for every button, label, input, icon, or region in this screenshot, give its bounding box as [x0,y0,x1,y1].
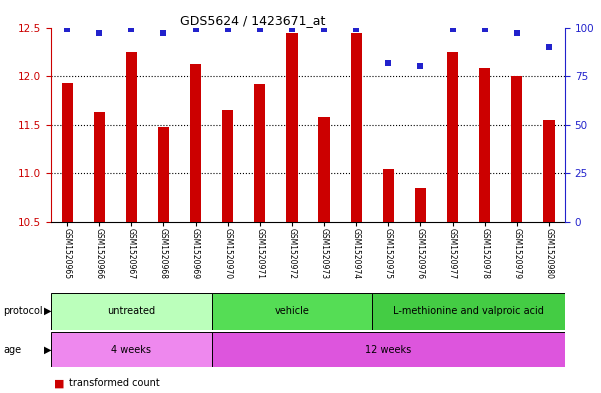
Text: GSM1520966: GSM1520966 [95,228,104,279]
Bar [126,52,137,222]
Bar [222,110,233,222]
Text: GSM1520971: GSM1520971 [255,228,264,279]
Point [255,26,264,33]
Point [480,26,489,33]
Point [223,26,233,33]
Text: GDS5624 / 1423671_at: GDS5624 / 1423671_at [180,14,325,27]
Point [416,63,426,70]
FancyBboxPatch shape [212,332,565,367]
Text: ■: ■ [54,378,64,388]
Bar [94,112,105,222]
Text: 4 weeks: 4 weeks [111,345,151,355]
Point [191,26,200,33]
Point [319,26,329,33]
Bar [319,117,330,222]
Bar [543,120,555,222]
Text: GSM1520970: GSM1520970 [223,228,232,279]
Point [159,30,168,37]
Point [94,30,104,37]
Bar [158,127,169,222]
Text: untreated: untreated [108,307,156,316]
Text: GSM1520977: GSM1520977 [448,228,457,279]
Bar [286,33,297,222]
FancyBboxPatch shape [51,293,212,330]
Text: L-methionine and valproic acid: L-methionine and valproic acid [393,307,544,316]
Text: ▶: ▶ [44,306,51,316]
Point [448,26,457,33]
Text: ▶: ▶ [44,345,51,355]
Text: GSM1520967: GSM1520967 [127,228,136,279]
Text: GSM1520979: GSM1520979 [512,228,521,279]
Text: GSM1520973: GSM1520973 [320,228,329,279]
Point [544,44,554,50]
Bar [415,188,426,222]
FancyBboxPatch shape [51,332,212,367]
Text: GSM1520980: GSM1520980 [545,228,554,279]
Text: age: age [3,345,21,355]
Point [512,30,522,37]
Text: GSM1520965: GSM1520965 [63,228,72,279]
Text: protocol: protocol [3,306,43,316]
Bar [254,84,266,222]
Point [352,26,361,33]
Text: GSM1520972: GSM1520972 [287,228,296,279]
Point [287,26,297,33]
Bar [350,33,362,222]
FancyBboxPatch shape [372,293,565,330]
Text: GSM1520975: GSM1520975 [384,228,393,279]
Text: transformed count: transformed count [69,378,160,388]
Text: vehicle: vehicle [275,307,310,316]
Bar [479,68,490,222]
Bar [61,83,73,222]
Text: GSM1520974: GSM1520974 [352,228,361,279]
Text: 12 weeks: 12 weeks [365,345,412,355]
Point [63,26,72,33]
Point [383,59,393,66]
Bar [511,76,522,222]
Bar [383,169,394,222]
Text: GSM1520968: GSM1520968 [159,228,168,279]
FancyBboxPatch shape [212,293,372,330]
Text: GSM1520978: GSM1520978 [480,228,489,279]
Point [127,26,136,33]
Text: GSM1520969: GSM1520969 [191,228,200,279]
Bar [447,52,458,222]
Bar [190,64,201,222]
Text: GSM1520976: GSM1520976 [416,228,425,279]
